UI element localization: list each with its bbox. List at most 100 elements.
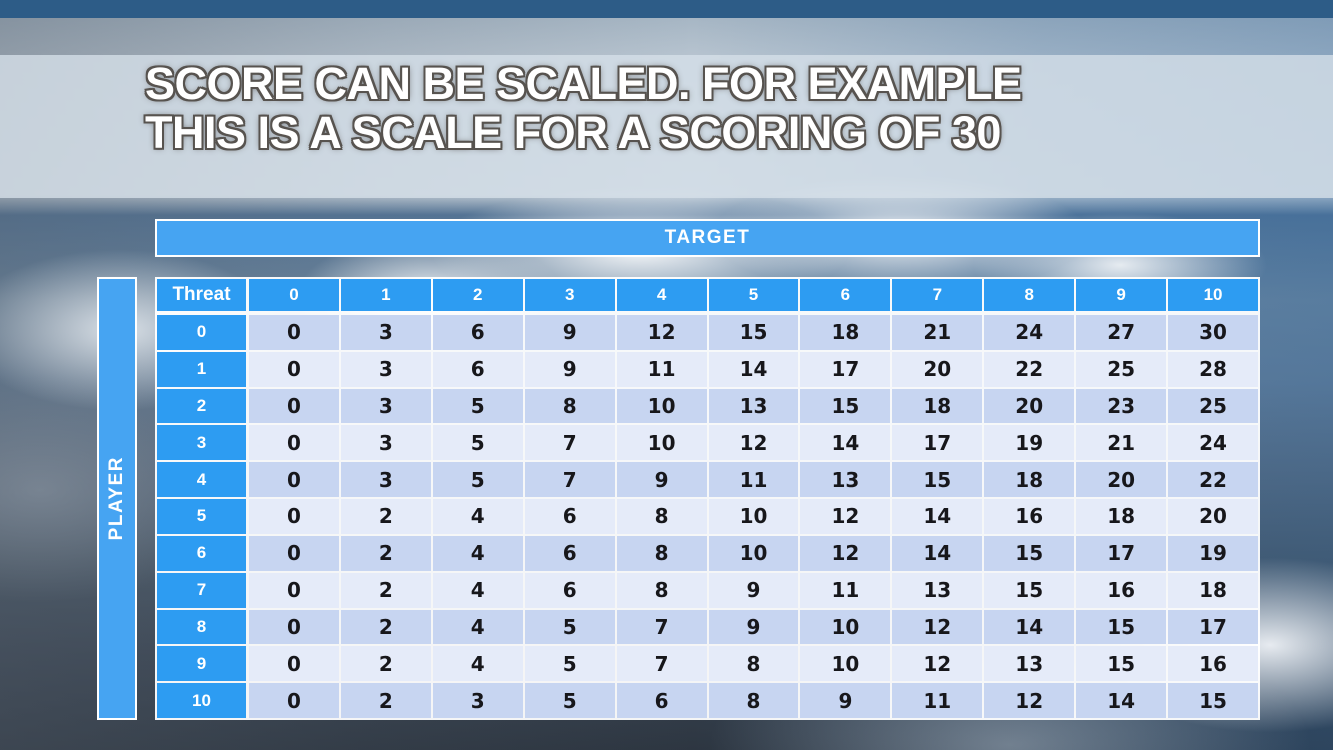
score-cell: 27 [1076, 315, 1167, 350]
score-cell: 15 [1076, 609, 1167, 645]
row-header-cell: 7 [157, 572, 246, 608]
score-cell: 9 [800, 683, 891, 718]
column-header-cell: 10 [1168, 279, 1258, 311]
score-cell: 7 [524, 462, 615, 498]
row-header-cell: 8 [157, 609, 246, 645]
score-cell: 9 [708, 572, 799, 608]
row-header-cell: 3 [157, 425, 246, 461]
score-cell: 20 [1076, 462, 1167, 498]
row-header-cell: 5 [157, 499, 246, 534]
score-cell: 12 [800, 535, 891, 571]
score-cell: 9 [708, 609, 799, 645]
score-table: Threat 0 1 2 3 4 5 6 7 8 9 10 0 0 3 6 9 12 15 18 21 24 27 30 1 0 3… [155, 277, 1260, 720]
score-cell: 3 [340, 462, 431, 498]
score-cell: 12 [892, 609, 983, 645]
score-cell: 8 [524, 388, 615, 424]
top-strip [0, 0, 1333, 18]
score-cell: 8 [616, 535, 707, 571]
row-header-cell: 10 [157, 683, 246, 718]
score-cell: 12 [892, 646, 983, 682]
score-cell: 8 [616, 572, 707, 608]
score-cell: 25 [1168, 388, 1258, 424]
score-cell: 10 [708, 499, 799, 534]
score-cell: 12 [708, 425, 799, 461]
target-axis-label: TARGET [664, 227, 751, 248]
score-cell: 3 [340, 315, 431, 350]
score-cell: 0 [249, 315, 339, 350]
score-cell: 21 [1076, 425, 1167, 461]
column-header-cell: 8 [984, 279, 1075, 311]
score-cell: 13 [708, 388, 799, 424]
score-cell: 24 [1168, 425, 1258, 461]
score-cell: 17 [1168, 609, 1258, 645]
column-header-cell: 9 [1076, 279, 1167, 311]
score-cell: 6 [524, 535, 615, 571]
column-header-cell: 1 [340, 279, 431, 311]
column-header-cell: 3 [524, 279, 615, 311]
score-cell: 5 [432, 425, 523, 461]
score-cell: 9 [524, 315, 615, 350]
score-cell: 6 [524, 499, 615, 534]
score-cell: 16 [1168, 646, 1258, 682]
score-cell: 15 [1076, 646, 1167, 682]
score-cell: 11 [708, 462, 799, 498]
column-header-cell: 6 [800, 279, 891, 311]
row-header-cell: 6 [157, 535, 246, 571]
title-line-2: THIS IS A SCALE FOR A SCORING OF 30 [145, 107, 1001, 158]
column-header-cell: 0 [249, 279, 339, 311]
score-cell: 3 [340, 425, 431, 461]
score-cell: 18 [1076, 499, 1167, 534]
score-cell: 6 [524, 572, 615, 608]
score-cell: 5 [524, 609, 615, 645]
score-cell: 8 [708, 646, 799, 682]
slide-title: SCORE CAN BE SCALED. FOR EXAMPLE THIS IS… [145, 59, 1022, 157]
score-cell: 4 [432, 572, 523, 608]
score-cell: 13 [984, 646, 1075, 682]
score-cell: 10 [800, 646, 891, 682]
score-cell: 24 [984, 315, 1075, 350]
score-cell: 21 [892, 315, 983, 350]
score-cell: 0 [249, 646, 339, 682]
score-cell: 22 [1168, 462, 1258, 498]
score-cell: 18 [984, 462, 1075, 498]
score-cell: 15 [892, 462, 983, 498]
score-cell: 0 [249, 572, 339, 608]
score-cell: 15 [708, 315, 799, 350]
score-cell: 3 [432, 683, 523, 718]
score-cell: 5 [432, 388, 523, 424]
score-cell: 5 [524, 646, 615, 682]
score-cell: 14 [800, 425, 891, 461]
score-cell: 0 [249, 388, 339, 424]
score-cell: 14 [892, 499, 983, 534]
score-cell: 4 [432, 535, 523, 571]
score-cell: 19 [1168, 535, 1258, 571]
score-cell: 30 [1168, 315, 1258, 350]
score-cell: 0 [249, 351, 339, 387]
row-header-cell: 2 [157, 388, 246, 424]
score-cell: 23 [1076, 388, 1167, 424]
score-cell: 6 [432, 351, 523, 387]
row-header-cell: 9 [157, 646, 246, 682]
score-cell: 18 [892, 388, 983, 424]
score-cell: 10 [708, 535, 799, 571]
score-cell: 6 [616, 683, 707, 718]
score-cell: 5 [524, 683, 615, 718]
score-cell: 0 [249, 609, 339, 645]
score-cell: 12 [616, 315, 707, 350]
row-header-cell: 1 [157, 351, 246, 387]
score-cell: 22 [984, 351, 1075, 387]
score-cell: 0 [249, 535, 339, 571]
score-cell: 16 [1076, 572, 1167, 608]
score-cell: 11 [800, 572, 891, 608]
score-cell: 4 [432, 646, 523, 682]
score-cell: 3 [340, 351, 431, 387]
target-axis-band: TARGET [155, 219, 1260, 257]
score-cell: 2 [340, 609, 431, 645]
score-cell: 17 [800, 351, 891, 387]
score-cell: 7 [616, 646, 707, 682]
score-cell: 20 [984, 388, 1075, 424]
column-header-cell: 4 [616, 279, 707, 311]
score-cell: 17 [892, 425, 983, 461]
column-header-cell: 5 [708, 279, 799, 311]
score-cell: 8 [708, 683, 799, 718]
